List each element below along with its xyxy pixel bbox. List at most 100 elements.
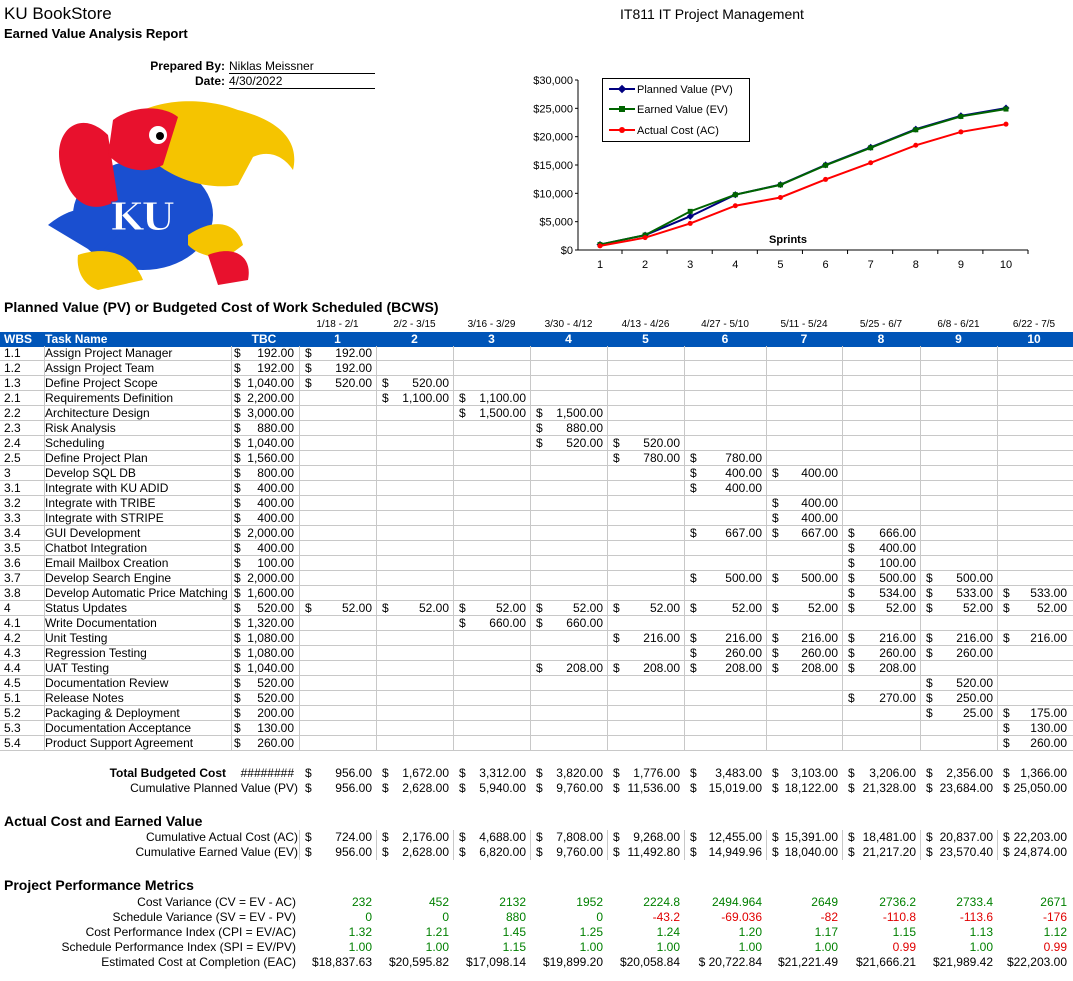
cell-number: 3,820.00 xyxy=(556,766,603,780)
cell-number: 400.00 xyxy=(257,481,294,495)
metrics-block: Cost Variance (CV = EV - AC) 232 452 2132 19… xyxy=(0,895,1073,975)
data-point-ac xyxy=(687,220,693,226)
task-name[interactable]: Scheduling xyxy=(45,436,105,450)
dollar-sign: $ xyxy=(536,616,543,630)
col-sprint[interactable]: 1 xyxy=(334,332,341,346)
task-name[interactable]: Assign Project Team xyxy=(45,361,155,375)
date-value[interactable]: 4/30/2022 xyxy=(229,74,375,89)
task-name[interactable]: Assign Project Manager xyxy=(45,346,173,360)
cell-number: 21,328.00 xyxy=(862,781,916,795)
task-name[interactable]: Architecture Design xyxy=(45,406,150,420)
task-tbc: $$ 400.00400.00 xyxy=(228,481,298,496)
col-gridline xyxy=(607,346,608,751)
task-name[interactable]: Define Project Plan xyxy=(45,451,148,465)
cum-ev-cell: $$ 14,949.9614,949.96 xyxy=(684,845,766,860)
dollar-sign: $ xyxy=(382,766,389,780)
task-name[interactable]: Develop Search Engine xyxy=(45,571,172,585)
metric-value: 1.21 xyxy=(425,925,449,939)
task-sprint-value: $$ 500.00500.00 xyxy=(920,571,997,586)
cell-number: 52.00 xyxy=(649,601,680,615)
task-name[interactable]: GUI Development xyxy=(45,526,141,540)
task-sprint-value: $$ 400.00400.00 xyxy=(842,541,920,556)
cell-number: 533.00 xyxy=(956,586,993,600)
task-name[interactable]: Integrate with STRIPE xyxy=(45,511,164,525)
task-name[interactable]: Release Notes xyxy=(45,691,124,705)
task-name[interactable]: Requirements Definition xyxy=(45,391,174,405)
metric-value: 1.12 xyxy=(1043,925,1067,939)
task-name[interactable]: UAT Testing xyxy=(45,661,110,675)
task-name[interactable]: Regression Testing xyxy=(45,646,147,660)
col-sprint[interactable]: 9 xyxy=(955,332,962,346)
data-point-ev xyxy=(913,127,919,133)
col-gridline xyxy=(684,346,685,751)
task-name[interactable]: Integrate with KU ADID xyxy=(45,481,169,495)
col-sprint[interactable]: 5 xyxy=(642,332,649,346)
task-sprint-value: $$ 1,500.001,500.00 xyxy=(453,406,530,421)
dollar-sign: $ xyxy=(772,466,779,480)
cum-pv-cell: $$ 15,019.0015,019.00 xyxy=(684,781,766,796)
task-name[interactable]: Risk Analysis xyxy=(45,421,116,435)
metric-value: 1952 xyxy=(576,895,603,909)
task-name[interactable]: Chatbot Integration xyxy=(45,541,148,555)
col-sprint[interactable]: 10 xyxy=(1027,332,1041,346)
total-budget-value: ######## xyxy=(240,766,294,780)
cum-pv-cell: $$ 5,940.005,940.00 xyxy=(453,781,530,796)
dollar-sign: $ xyxy=(459,616,466,630)
ev-line-chart: $0 $5,000 $10,000 $15,000 $20,000 $25,000 $30,… xyxy=(533,75,1029,271)
task-tbc: $$ 2,000.002,000.00 xyxy=(228,571,298,586)
task-sprint-value: $$ 208.00208.00 xyxy=(766,661,842,676)
col-sprint[interactable]: 2 xyxy=(411,332,418,346)
sprint-date-row: 1/18 - 2/1 2/2 - 3/15 3/16 - 3/29 3/30 - 4/… xyxy=(0,318,1073,332)
dollar-sign: $ xyxy=(1003,586,1010,600)
task-name[interactable]: Product Support Agreement xyxy=(45,736,194,750)
prepared-by-value[interactable]: Niklas Meissner xyxy=(229,59,375,74)
store-title: KU BookStore xyxy=(4,4,112,23)
task-name[interactable]: Write Documentation xyxy=(45,616,157,630)
col-sprint[interactable]: 6 xyxy=(721,332,729,346)
col-sprint[interactable]: 4 xyxy=(565,332,572,346)
cell-number: 15,391.00 xyxy=(784,830,838,844)
cell-number: 9,760.00 xyxy=(556,845,603,859)
col-tbc[interactable]: TBC xyxy=(251,332,277,346)
task-name[interactable]: Documentation Review xyxy=(45,676,169,690)
row-gridline xyxy=(0,450,1073,451)
task-name[interactable]: Email Mailbox Creation xyxy=(45,556,169,570)
col-sprint[interactable]: 7 xyxy=(800,332,808,346)
dollar-sign: $ xyxy=(848,556,855,570)
row-gridline xyxy=(0,495,1073,496)
task-wbs: 1.3 xyxy=(4,376,21,390)
data-point-ev xyxy=(732,192,738,198)
task-name[interactable]: Unit Testing xyxy=(45,631,108,645)
task-name[interactable]: Develop Automatic Price Matching xyxy=(45,586,228,600)
cum-pv-cell: $$ 9,760.009,760.00 xyxy=(530,781,607,796)
cum-pv-cell: $$11,536.0011,536.00 xyxy=(607,781,684,796)
task-name[interactable]: Documentation Acceptance xyxy=(45,721,192,735)
task-name[interactable]: Define Project Scope xyxy=(45,376,158,390)
col-sprint[interactable]: 3 xyxy=(488,332,495,346)
col-sprint[interactable]: 8 xyxy=(877,332,885,346)
dollar-sign: $ xyxy=(382,830,389,844)
col-wbs[interactable]: WBS xyxy=(4,332,32,346)
task-wbs: 2.4 xyxy=(4,436,21,450)
metric-value: -69.036 xyxy=(721,910,762,924)
task-name[interactable]: Status Updates xyxy=(45,601,128,615)
col-task-name[interactable]: Task Name xyxy=(45,332,108,346)
task-sprint-value: $$ 192.00192.00 xyxy=(299,361,376,376)
metric-value: $21,221.49 xyxy=(777,955,838,969)
dollar-sign: $ xyxy=(613,631,620,645)
metric-value: 1.13 xyxy=(969,925,993,939)
metric-value: -113.6 xyxy=(959,910,993,924)
task-name[interactable]: Integrate with TRIBE xyxy=(45,496,156,510)
data-point-ac xyxy=(1003,121,1009,127)
metric-value: 1.00 xyxy=(425,940,449,954)
task-name[interactable]: Develop SQL DB xyxy=(45,466,136,480)
task-name[interactable]: Packaging & Deployment xyxy=(45,706,180,720)
cell-number: 667.00 xyxy=(801,526,838,540)
x-tick-label: 8 xyxy=(913,259,919,271)
cum-ev-cell: $$ 956.00956.00 xyxy=(299,845,376,860)
cum-pv-cell: $$ 2,628.002,628.00 xyxy=(376,781,453,796)
row-gridline xyxy=(0,480,1073,481)
total-budget-cell: $$ 3,206.003,206.00 xyxy=(842,766,920,781)
dollar-sign: $ xyxy=(234,661,241,675)
